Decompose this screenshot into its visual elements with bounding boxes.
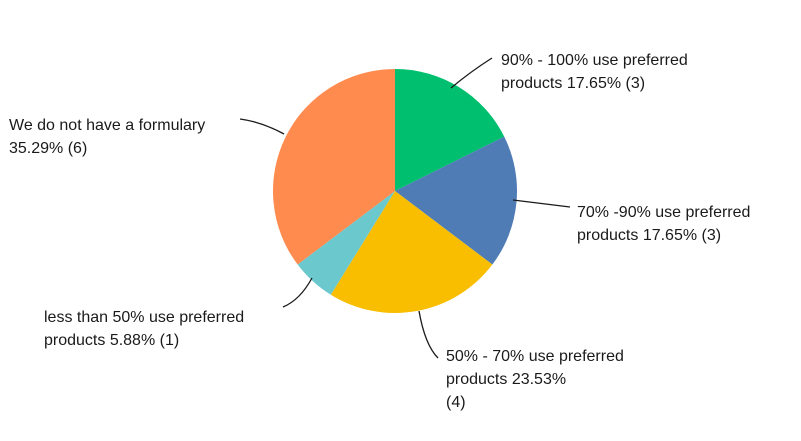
slice-label-line: 50% - 70% use preferred (446, 348, 624, 365)
slice-label-line: We do not have a formulary (9, 117, 205, 134)
pie-slice-3 (330, 191, 493, 314)
leader-line-5 (239, 118, 285, 135)
slice-label-5: We do not have a formulary 35.29% (6) (9, 117, 205, 157)
slice-label-line: products 17.65% (3) (501, 75, 645, 92)
slice-label-line: (4) (446, 394, 466, 411)
pie-slice-4 (297, 191, 395, 295)
slice-label-1: 90% - 100% use preferred products 17.65% … (501, 52, 688, 92)
slice-label-3: 50% - 70% use preferred products 23.53% (4… (446, 348, 624, 411)
leader-line-4 (282, 277, 313, 308)
leader-lines (239, 57, 571, 359)
slice-label-line: products 5.88% (1) (44, 332, 179, 349)
pie-slice-5 (273, 69, 395, 265)
slice-label-line: products 23.53% (446, 371, 566, 388)
slice-label-2: 70% -90% use preferred products 17.65% (3… (577, 204, 750, 244)
pie-slice-1 (395, 69, 505, 191)
slice-label-line: less than 50% use preferred (44, 309, 244, 326)
slice-label-line: 35.29% (6) (9, 140, 87, 157)
slice-label-line: 70% -90% use preferred (577, 204, 750, 221)
slice-label-line: 90% - 100% use preferred (501, 52, 688, 69)
leader-line-1 (450, 57, 493, 89)
leader-line-3 (418, 310, 439, 359)
slice-labels: 90% - 100% use preferred products 17.65% … (9, 52, 750, 411)
slice-label-4: less than 50% use preferred products 5.88… (44, 309, 244, 349)
pie-slice-2 (395, 136, 517, 265)
leader-line-2 (512, 199, 571, 208)
slice-label-line: products 17.65% (3) (577, 227, 721, 244)
pie-slices (273, 69, 517, 314)
